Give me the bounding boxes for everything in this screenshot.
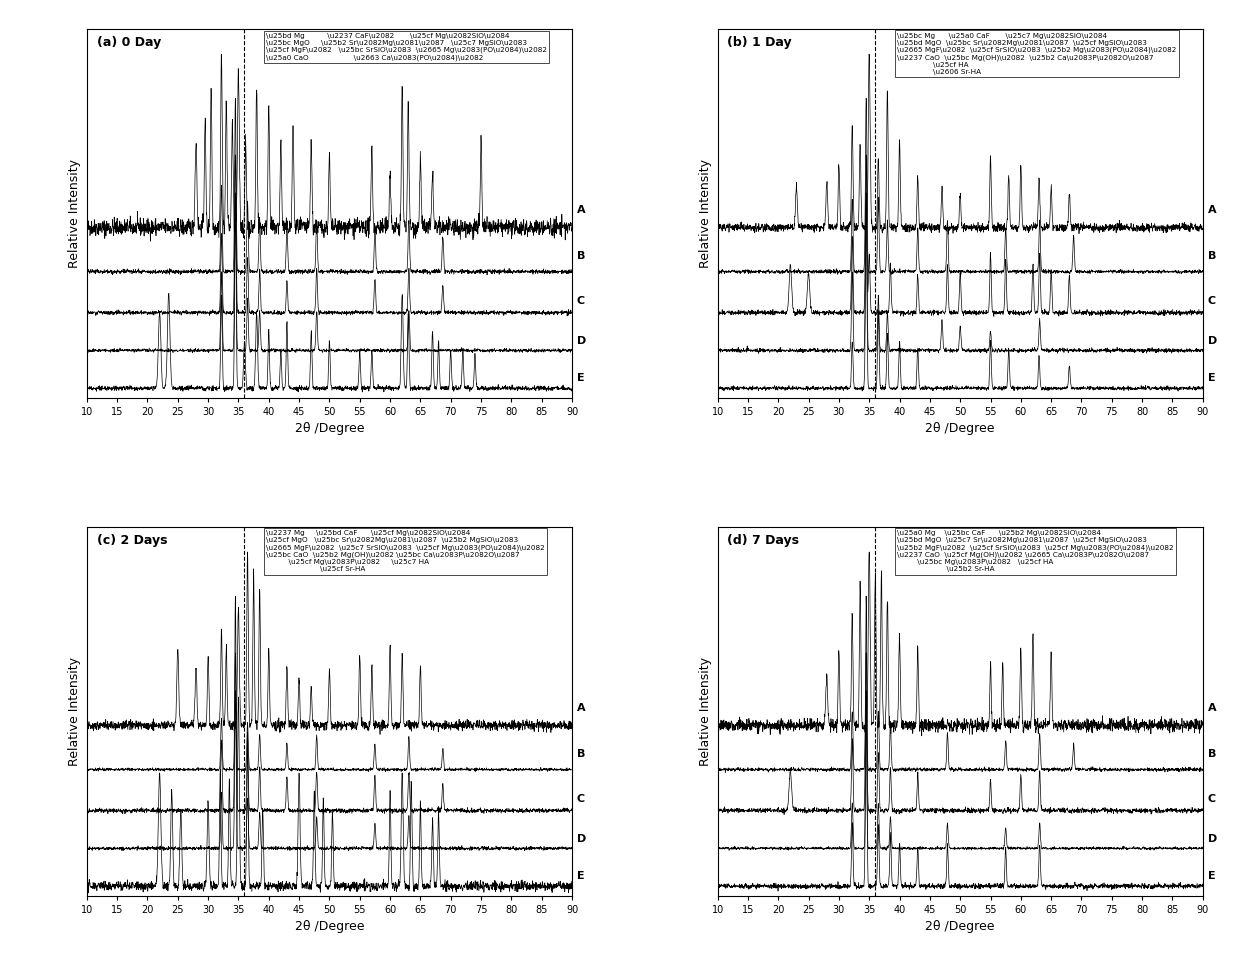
- Y-axis label: Relative Intensity: Relative Intensity: [68, 657, 82, 766]
- Text: E: E: [577, 871, 584, 880]
- Text: E: E: [1208, 871, 1215, 880]
- Text: B: B: [1208, 251, 1216, 262]
- Text: C: C: [1208, 794, 1215, 804]
- Y-axis label: Relative Intensity: Relative Intensity: [699, 657, 712, 766]
- Text: A: A: [577, 205, 585, 215]
- Text: D: D: [577, 834, 587, 845]
- Text: A: A: [577, 703, 585, 713]
- Text: (b) 1 Day: (b) 1 Day: [728, 37, 792, 49]
- Text: C: C: [1208, 297, 1215, 306]
- Text: D: D: [1208, 834, 1216, 845]
- Text: \u25a0 Mg    \u25bc CaF      \u25b2 Mg\u2082SiO\u2084
\u25bd MgO  \u25c7 Sr\u208: \u25a0 Mg \u25bc CaF \u25b2 Mg\u2082SiO\…: [897, 531, 1174, 572]
- Text: D: D: [1208, 336, 1216, 347]
- X-axis label: 2θ /Degree: 2θ /Degree: [925, 423, 994, 435]
- Text: (c) 2 Days: (c) 2 Days: [97, 534, 167, 547]
- Text: C: C: [577, 297, 585, 306]
- Text: C: C: [577, 794, 585, 804]
- Text: \u25bd Mg          \u2237 CaF\u2082       \u25cf Mg\u2082SiO\u2084
\u25bc MgO   : \u25bd Mg \u2237 CaF\u2082 \u25cf Mg\u20…: [267, 33, 547, 61]
- Text: B: B: [577, 251, 585, 262]
- X-axis label: 2θ /Degree: 2θ /Degree: [925, 921, 994, 933]
- Text: E: E: [577, 373, 584, 382]
- Text: A: A: [1208, 703, 1216, 713]
- X-axis label: 2θ /Degree: 2θ /Degree: [295, 423, 365, 435]
- Text: D: D: [577, 336, 587, 347]
- Text: E: E: [1208, 373, 1215, 382]
- Y-axis label: Relative Intensity: Relative Intensity: [68, 159, 82, 268]
- X-axis label: 2θ /Degree: 2θ /Degree: [295, 921, 365, 933]
- Y-axis label: Relative Intensity: Relative Intensity: [699, 159, 712, 268]
- Text: (a) 0 Day: (a) 0 Day: [97, 37, 161, 49]
- Text: A: A: [1208, 205, 1216, 215]
- Text: \u25bc Mg      \u25a0 CaF       \u25c7 Mg\u2082SiO\u2084
\u25bd MgO  \u25bc Sr\u: \u25bc Mg \u25a0 CaF \u25c7 Mg\u2082SiO\…: [897, 33, 1177, 74]
- Text: \u2237 Mg     \u25bd CaF      \u25cf Mg\u2082SiO\u2084
\u25cf MgO   \u25bc Sr\u2: \u2237 Mg \u25bd CaF \u25cf Mg\u2082SiO\…: [267, 531, 546, 572]
- Text: B: B: [1208, 749, 1216, 760]
- Text: (d) 7 Days: (d) 7 Days: [728, 534, 800, 547]
- Text: B: B: [577, 749, 585, 760]
